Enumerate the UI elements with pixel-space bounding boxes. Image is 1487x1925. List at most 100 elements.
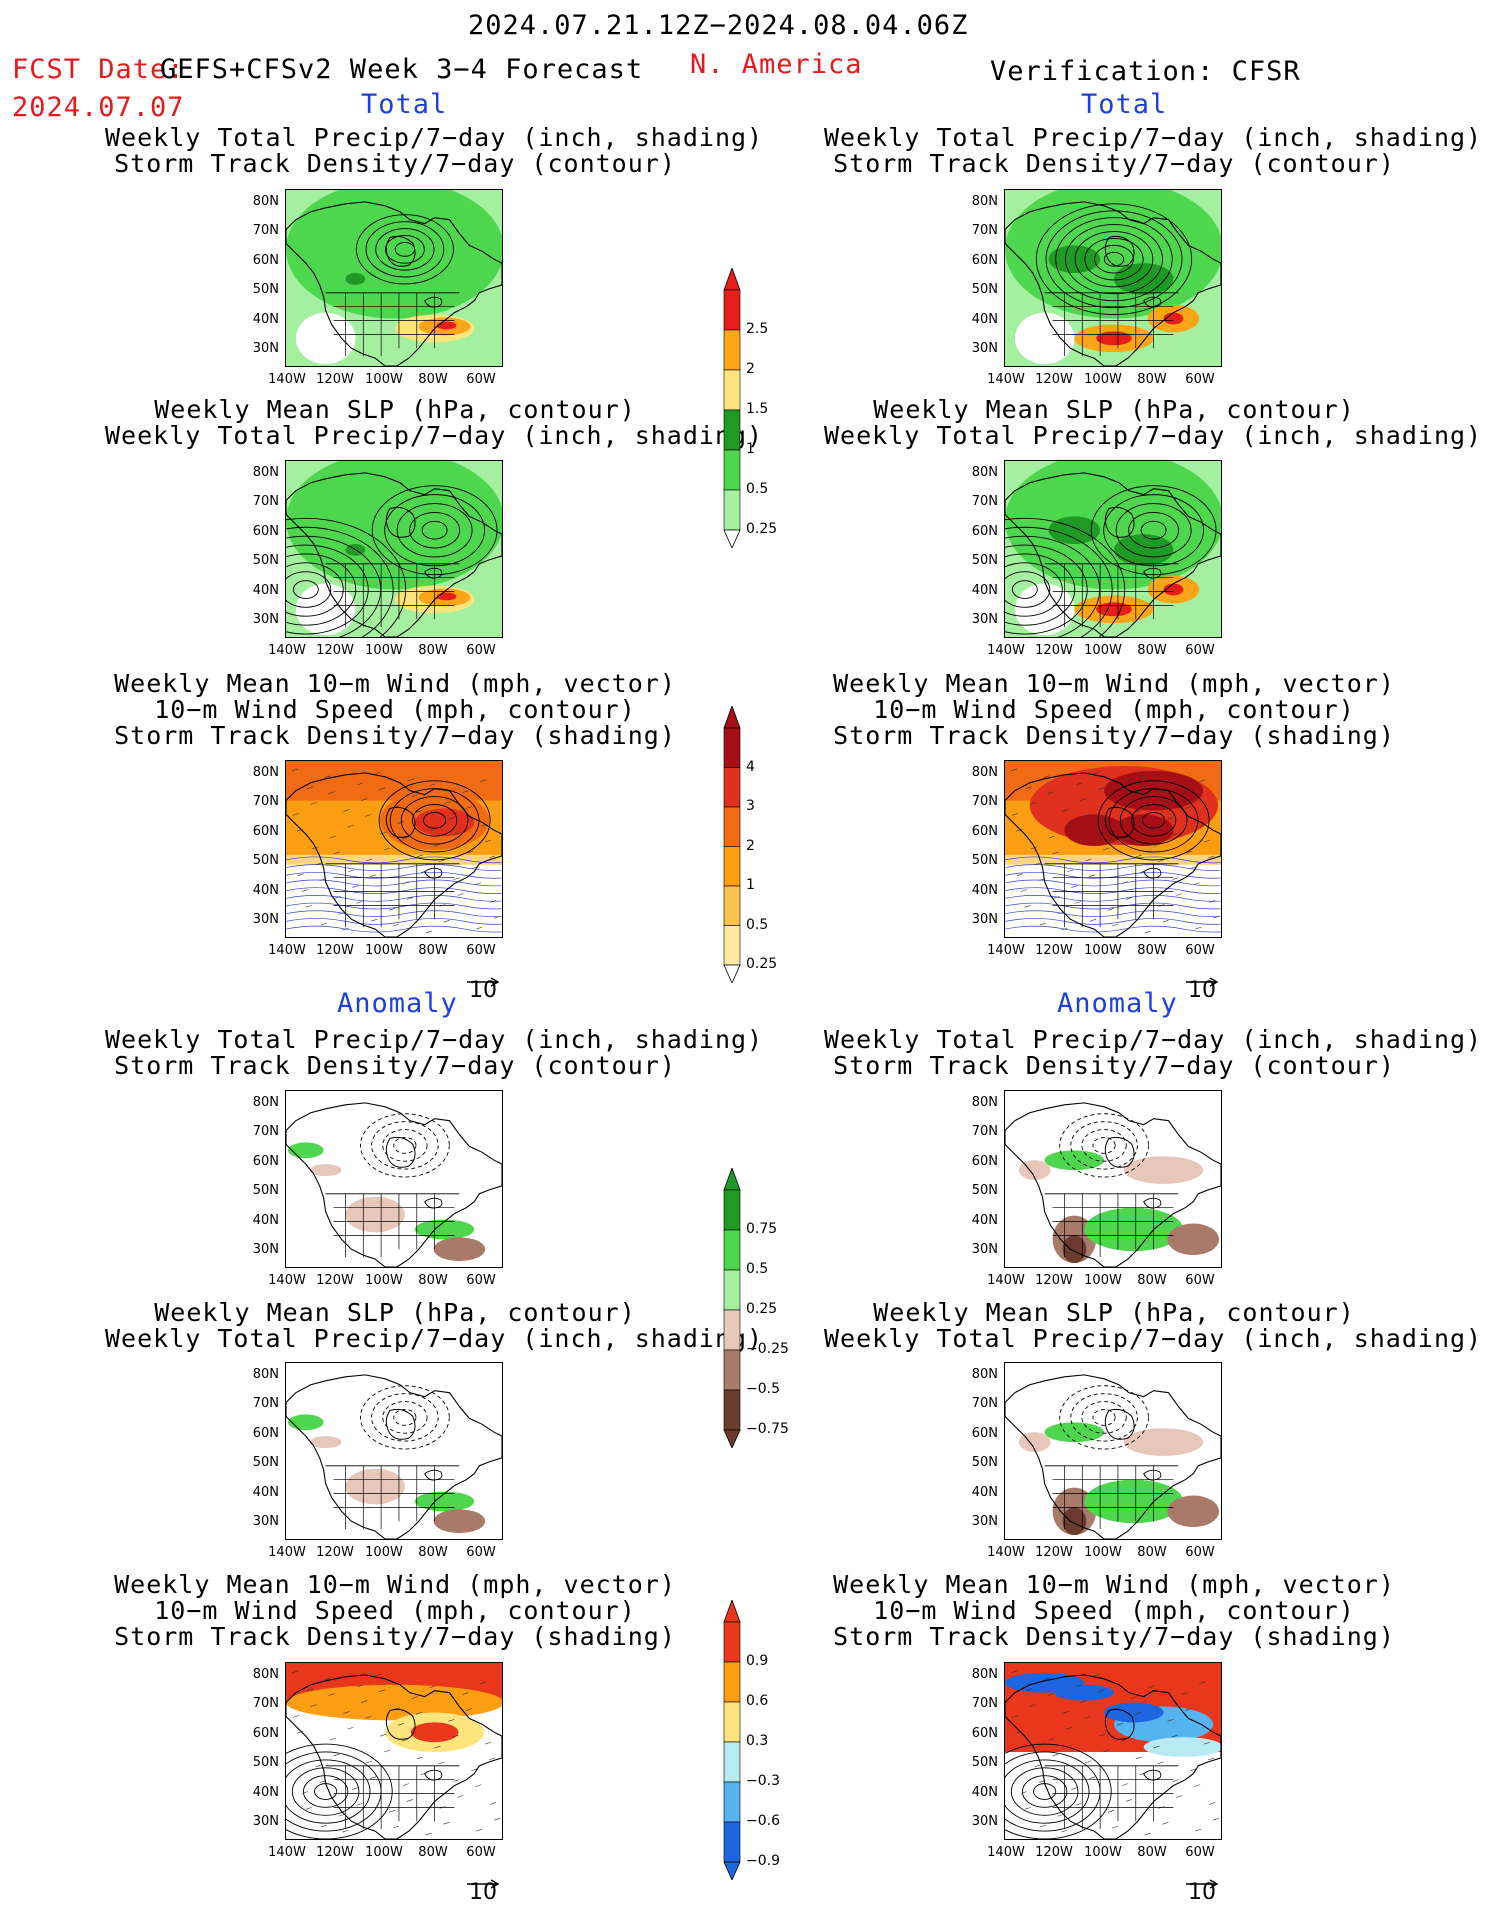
lat-tick-70N: 70N (971, 794, 998, 809)
map-panel-slp-verification-total (1004, 460, 1222, 638)
lat-tick-60N: 60N (252, 524, 279, 539)
panel-title-precip-forecast-total-line2: Storm Track Density/7−day (contour) (114, 149, 676, 178)
verification-title: Verification: CFSR (990, 56, 1301, 87)
colorbar-precip_total (720, 266, 744, 549)
map-panel-precip-verification-anomaly (1004, 1090, 1222, 1268)
lat-tick-60N: 60N (971, 1726, 998, 1741)
panel-title-precip-forecast-total-line1: Weekly Total Precip/7−day (inch, shading… (105, 123, 764, 152)
lon-tick-60W: 60W (1185, 943, 1215, 958)
lon-tick-140W: 140W (268, 1845, 306, 1860)
lat-tick-70N: 70N (971, 1696, 998, 1711)
fcst-date-label: FCST Date: (12, 54, 185, 85)
lat-tick-40N: 40N (252, 1213, 279, 1228)
map-panel-slp-verification-anomaly (1004, 1362, 1222, 1540)
colorbar-precip_total-label: 2.5 (746, 321, 769, 337)
lon-tick-140W: 140W (987, 1845, 1025, 1860)
lon-tick-140W: 140W (987, 943, 1025, 958)
lon-tick-120W: 120W (316, 1545, 354, 1560)
lat-tick-60N: 60N (252, 253, 279, 268)
panel-title-wind-verification-anomaly-line3: Storm Track Density/7−day (shading) (833, 1622, 1395, 1651)
lon-tick-140W: 140W (987, 1273, 1025, 1288)
lat-tick-30N: 30N (971, 612, 998, 627)
section-total-right: Total (1081, 89, 1168, 120)
map-panel-wind-verification-total (1004, 760, 1222, 938)
lon-tick-60W: 60W (1185, 643, 1215, 658)
lon-tick-80W: 80W (1137, 372, 1167, 387)
lat-tick-60N: 60N (252, 1154, 279, 1169)
lon-tick-60W: 60W (466, 1273, 496, 1288)
lat-tick-40N: 40N (971, 583, 998, 598)
colorbar-precip_anom-label: −0.75 (746, 1421, 789, 1437)
lat-tick-30N: 30N (971, 1242, 998, 1257)
lat-tick-30N: 30N (971, 912, 998, 927)
colorbar-track_anom (720, 1598, 744, 1881)
colorbar-track_anom-label: −0.9 (746, 1853, 780, 1869)
lat-tick-50N: 50N (971, 553, 998, 568)
lat-tick-40N: 40N (252, 312, 279, 327)
colorbar-track_anom-label: −0.3 (746, 1773, 780, 1789)
lat-tick-50N: 50N (252, 282, 279, 297)
colorbar-track_total-label: 0.25 (746, 956, 778, 972)
lat-tick-50N: 50N (252, 1755, 279, 1770)
lat-tick-60N: 60N (252, 1726, 279, 1741)
colorbar-precip_total-label: 1 (746, 441, 755, 457)
lat-tick-70N: 70N (971, 1124, 998, 1139)
lon-tick-140W: 140W (268, 643, 306, 658)
lon-tick-60W: 60W (1185, 1545, 1215, 1560)
panel-title-slp-forecast-total-line2: Weekly Total Precip/7−day (inch, shading… (105, 421, 764, 450)
lat-tick-40N: 40N (971, 1213, 998, 1228)
lon-tick-80W: 80W (418, 372, 448, 387)
vector-reference-arrow (1184, 972, 1220, 987)
panel-title-wind-verification-total-line3: Storm Track Density/7−day (shading) (833, 721, 1395, 750)
panel-title-slp-verification-total-line1: Weekly Mean SLP (hPa, contour) (873, 395, 1355, 424)
lon-tick-60W: 60W (466, 1545, 496, 1560)
colorbar-track_total-label: 2 (746, 837, 755, 854)
colorbar-track_total-label: 1 (746, 877, 755, 893)
colorbar-precip_anom (720, 1166, 744, 1449)
lat-tick-50N: 50N (971, 853, 998, 868)
colorbar-precip_anom-label: 0.25 (746, 1301, 778, 1317)
lon-tick-140W: 140W (987, 1545, 1025, 1560)
lat-tick-50N: 50N (252, 553, 279, 568)
lat-tick-60N: 60N (252, 1426, 279, 1441)
panel-title-slp-verification-anomaly-line1: Weekly Mean SLP (hPa, contour) (873, 1298, 1355, 1327)
lat-tick-30N: 30N (971, 1814, 998, 1829)
lon-tick-80W: 80W (418, 1545, 448, 1560)
lat-tick-40N: 40N (252, 583, 279, 598)
lat-tick-80N: 80N (971, 1367, 998, 1382)
lat-tick-70N: 70N (252, 794, 279, 809)
lat-tick-30N: 30N (252, 1242, 279, 1257)
lat-tick-80N: 80N (252, 465, 279, 480)
panel-title-wind-forecast-total-line3: Storm Track Density/7−day (shading) (114, 721, 676, 750)
lat-tick-40N: 40N (252, 883, 279, 898)
panel-title-precip-verification-total-line2: Storm Track Density/7−day (contour) (833, 149, 1395, 178)
lon-tick-120W: 120W (316, 943, 354, 958)
lon-tick-140W: 140W (268, 1545, 306, 1560)
lat-tick-50N: 50N (252, 1455, 279, 1470)
lon-tick-80W: 80W (418, 1273, 448, 1288)
map-panel-precip-verification-total (1004, 189, 1222, 367)
lat-tick-80N: 80N (252, 765, 279, 780)
panel-title-slp-verification-anomaly-line2: Weekly Total Precip/7−day (inch, shading… (824, 1324, 1483, 1353)
map-panel-wind-forecast-total (285, 760, 503, 938)
panel-title-slp-forecast-anomaly-line2: Weekly Total Precip/7−day (inch, shading… (105, 1324, 764, 1353)
colorbar-precip_total-label: 0.5 (746, 481, 769, 497)
colorbar-precip_anom-label: 0.5 (746, 1261, 769, 1277)
colorbar-track_total-label: 4 (746, 758, 755, 775)
lat-tick-30N: 30N (252, 1514, 279, 1529)
lat-tick-70N: 70N (252, 223, 279, 238)
panel-title-wind-forecast-total-line1: Weekly Mean 10−m Wind (mph, vector) (114, 669, 676, 698)
lat-tick-70N: 70N (252, 1696, 279, 1711)
panel-title-slp-forecast-anomaly-line1: Weekly Mean SLP (hPa, contour) (154, 1298, 636, 1327)
lon-tick-100W: 100W (365, 943, 403, 958)
lat-tick-80N: 80N (252, 194, 279, 209)
lat-tick-70N: 70N (252, 1396, 279, 1411)
lat-tick-50N: 50N (971, 1183, 998, 1198)
lat-tick-80N: 80N (971, 765, 998, 780)
colorbar-track_total-label: 3 (746, 798, 755, 814)
lat-tick-60N: 60N (971, 253, 998, 268)
panel-title-precip-forecast-anomaly-line2: Storm Track Density/7−day (contour) (114, 1051, 676, 1080)
fcst-date-value: 2024.07.07 (12, 92, 185, 123)
vector-reference-label: 10 (469, 1880, 497, 1905)
vector-reference-label: 10 (1188, 1880, 1216, 1905)
